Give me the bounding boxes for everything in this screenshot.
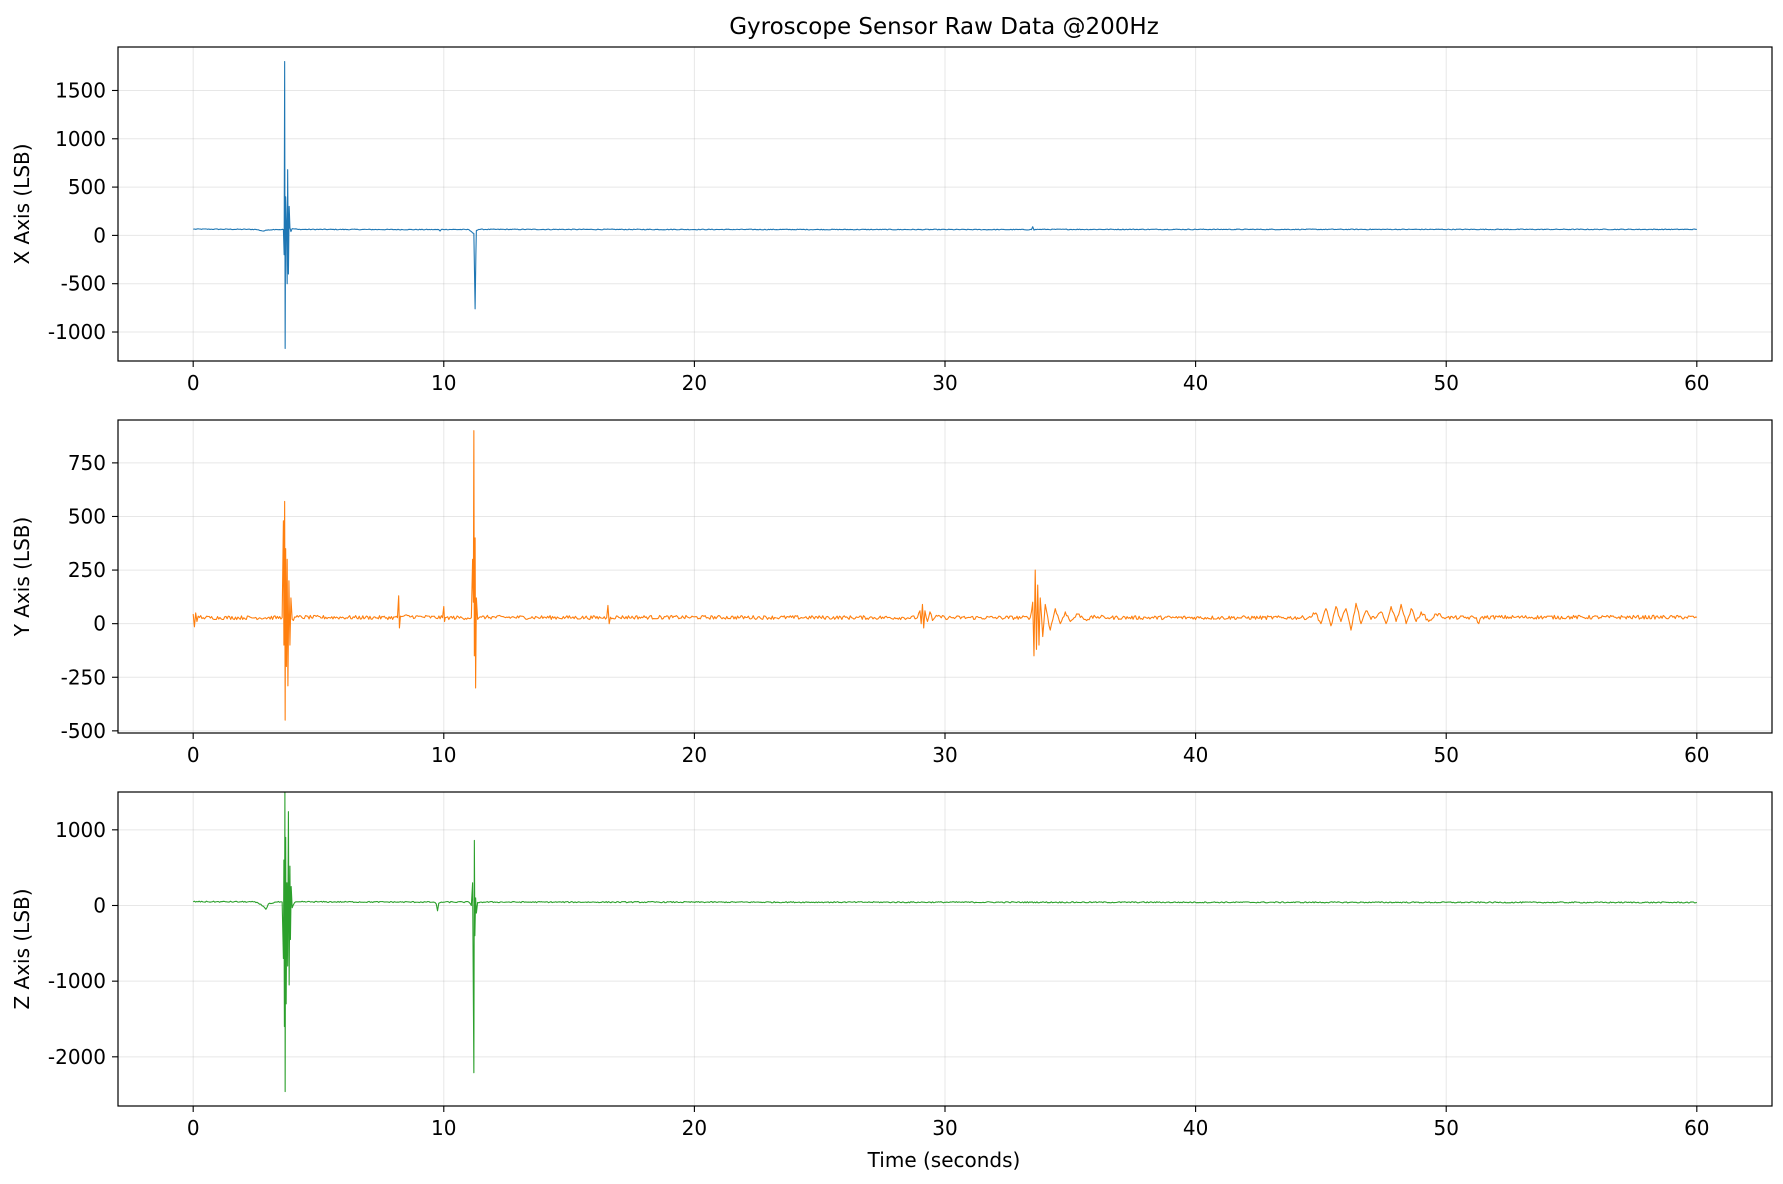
y-tick-label: -1000 xyxy=(48,969,106,993)
x-tick-label: 0 xyxy=(187,743,200,767)
x-tick-label: 50 xyxy=(1433,371,1458,395)
y-tick-label: 1500 xyxy=(55,78,106,102)
x-tick-label: 40 xyxy=(1183,371,1208,395)
x-tick-label: 30 xyxy=(932,371,957,395)
chart-title: Gyroscope Sensor Raw Data @200Hz xyxy=(729,14,1159,40)
subplot-x-axis: 0 10 20 30 40 50 60 -1000 -500 0 500 1000 1500 X Axis… xyxy=(10,46,1773,395)
x-tick-label: 50 xyxy=(1433,743,1458,767)
y-axis-label: Z Axis (LSB) xyxy=(10,888,34,1009)
x-tick-label: 60 xyxy=(1684,371,1709,395)
y-tick-label: -1000 xyxy=(48,320,106,344)
x-tick-label: 20 xyxy=(682,371,707,395)
x-tick-label: 20 xyxy=(682,743,707,767)
series-line-y-axis xyxy=(192,430,1697,721)
y-tick-label: 0 xyxy=(93,612,106,636)
y-tick-label: -250 xyxy=(61,665,106,689)
x-tick-label: 30 xyxy=(932,743,957,767)
y-tick-label: 1000 xyxy=(55,127,106,151)
y-tick-label: -500 xyxy=(61,272,106,296)
series-line-x-axis xyxy=(193,60,1697,349)
x-tick-label: 30 xyxy=(932,1116,957,1140)
y-tick-label: 500 xyxy=(68,504,106,528)
x-tick-label: 50 xyxy=(1433,1116,1458,1140)
x-tick-label: 10 xyxy=(431,1116,456,1140)
x-axis-label: Time (seconds) xyxy=(867,1148,1021,1172)
y-axis-label: Y Axis (LSB) xyxy=(10,517,34,638)
x-tick-label: 0 xyxy=(187,1116,200,1140)
y-tick-label: -500 xyxy=(61,719,106,743)
y-tick-label: 500 xyxy=(68,175,106,199)
x-tick-label: 60 xyxy=(1684,743,1709,767)
series-line-z-axis xyxy=(192,791,1697,1093)
x-tick-label: 40 xyxy=(1183,743,1208,767)
x-tick-label: 10 xyxy=(431,371,456,395)
x-tick-label: 10 xyxy=(431,743,456,767)
x-tick-label: 20 xyxy=(682,1116,707,1140)
x-tick-label: 0 xyxy=(187,371,200,395)
y-tick-label: 0 xyxy=(93,893,106,917)
y-axis-label: X Axis (LSB) xyxy=(10,143,34,264)
subplot-y-axis: 0 10 20 30 40 50 60 -500 -250 0 250 500 750 Y Axis (L… xyxy=(10,419,1773,767)
y-tick-label: 750 xyxy=(68,451,106,475)
y-tick-label: 250 xyxy=(68,558,106,582)
x-tick-label: 40 xyxy=(1183,1116,1208,1140)
y-tick-label: 1000 xyxy=(55,818,106,842)
x-tick-label: 60 xyxy=(1684,1116,1709,1140)
y-tick-label: 0 xyxy=(93,223,106,247)
subplot-z-axis: 0 10 20 30 40 50 60 -2000 -1000 0 1000 Z Axis (LSB) xyxy=(10,791,1773,1140)
y-tick-label: -2000 xyxy=(48,1045,106,1069)
